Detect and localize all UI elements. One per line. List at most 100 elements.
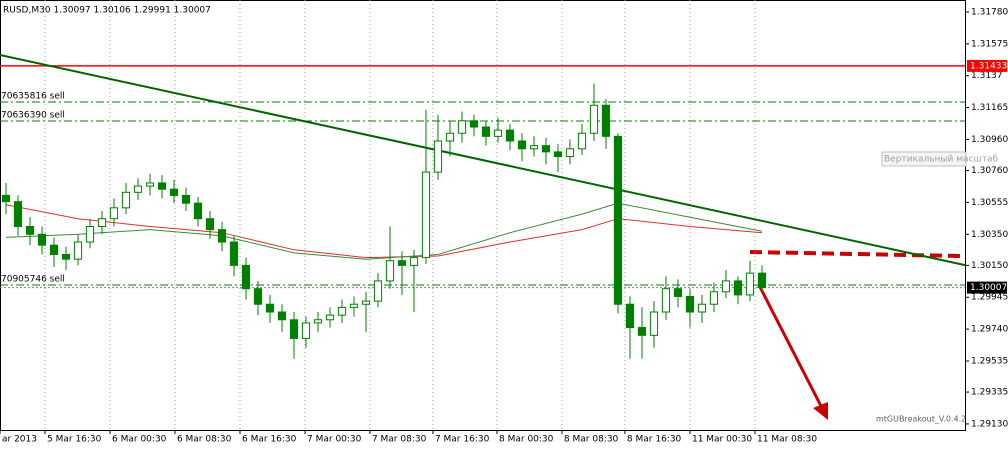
candle-body — [133, 185, 143, 193]
candle-body — [637, 327, 647, 336]
candle-body — [241, 264, 251, 290]
x-tick-label: 7 Mar 16:30 — [435, 435, 490, 445]
y-tick-label: 1.30555 — [971, 198, 1008, 208]
candle-body — [253, 288, 263, 305]
candle-body — [205, 218, 215, 231]
candle-body — [577, 132, 587, 150]
price-tag-label: 1.31433 — [970, 61, 1007, 71]
x-tick-label: 8 Mar 00:30 — [499, 435, 554, 445]
candle-body — [193, 202, 203, 220]
y-tick-label: 1.29130 — [971, 419, 1008, 429]
candle-body — [349, 303, 359, 308]
candle-body — [181, 194, 191, 204]
y-tick-label: 1.29335 — [971, 388, 1008, 398]
x-tick-label: 11 Mar 00:30 — [692, 435, 752, 445]
candle-body — [529, 145, 539, 150]
candle-body — [277, 311, 287, 321]
candle-body — [493, 129, 503, 137]
chart-title: RUSD,M30 1.30097 1.30106 1.29991 1.30007 — [3, 6, 211, 16]
x-tick-label: 6 Mar 00:30 — [112, 435, 167, 445]
y-tick-label: 1.29740 — [971, 325, 1008, 335]
x-tick-label: 8 Mar 16:30 — [627, 435, 682, 445]
candle-body — [469, 120, 479, 128]
level-label: 70635816 sell — [1, 91, 65, 101]
x-tick-label: 7 Mar 00:30 — [307, 435, 362, 445]
y-tick-label: 1.3137 — [971, 71, 1003, 81]
candle-body — [289, 319, 299, 339]
candle-body — [613, 135, 623, 305]
candle-body — [409, 257, 419, 266]
candle-body — [721, 280, 731, 293]
x-tick-label: ar 2013 — [2, 435, 37, 445]
candle-body — [169, 188, 179, 196]
candle-body — [709, 291, 719, 305]
x-tick-label: 7 Mar 08:30 — [372, 435, 427, 445]
candle-body — [541, 145, 551, 153]
candle-body — [685, 295, 695, 313]
y-tick-label: 1.29535 — [971, 356, 1008, 366]
candle-body — [505, 129, 515, 142]
y-tick-label: 1.31575 — [971, 39, 1008, 49]
candle-body — [1, 194, 11, 203]
x-tick-label: 5 Mar 16:30 — [47, 435, 102, 445]
y-tick-label: 1.30960 — [971, 135, 1008, 145]
candle-body — [421, 171, 431, 259]
candle-body — [37, 233, 47, 246]
candle-body — [445, 132, 455, 142]
candle-body — [757, 272, 767, 289]
price-tag-label: 1.30007 — [970, 283, 1007, 293]
candle-body — [373, 280, 383, 302]
candle-body — [25, 226, 35, 235]
candle-body — [85, 226, 95, 243]
candle-body — [49, 244, 59, 255]
candle-body — [61, 253, 71, 260]
x-tick-label: 6 Mar 16:30 — [242, 435, 297, 445]
candle-body — [433, 140, 443, 173]
candle-body — [217, 229, 227, 243]
candle-body — [337, 306, 347, 316]
candle-body — [553, 151, 563, 158]
candle-body — [13, 201, 23, 228]
candle-body — [649, 311, 659, 336]
drawn-arrow — [758, 286, 824, 409]
candle-body — [73, 241, 83, 260]
arrow-head — [813, 402, 828, 420]
candle-body — [325, 314, 335, 321]
price-tag — [967, 59, 1007, 72]
candle-body — [589, 104, 599, 134]
level-label: 70636390 sell — [1, 110, 65, 120]
candle-body — [625, 303, 635, 329]
annotation: mtGUBreakout_V.0.4.2 — [876, 415, 966, 424]
candle-body — [697, 303, 707, 313]
x-tick-label: 6 Mar 08:30 — [177, 435, 232, 445]
candle-body — [121, 191, 131, 209]
candle-body — [733, 280, 743, 296]
y-tick-label: 1.31165 — [971, 103, 1008, 113]
level-label: 70905746 sell — [1, 274, 65, 284]
x-tick-label: 11 Mar 08:30 — [757, 435, 817, 445]
candle-body — [457, 120, 467, 134]
candle-body — [361, 300, 371, 305]
y-tick-label: 1.30150 — [971, 261, 1008, 271]
candle-body — [97, 218, 107, 228]
candle-body — [145, 182, 155, 187]
plot-frame — [0, 0, 966, 431]
y-tick-label: 1.30350 — [971, 230, 1008, 240]
candle-body — [481, 126, 491, 137]
y-tick-label: 1.29945 — [971, 293, 1008, 303]
annotation: Вертикальный масштаб — [884, 155, 998, 165]
candle-body — [517, 140, 527, 150]
x-tick-label: 8 Mar 08:30 — [564, 435, 619, 445]
candle-body — [745, 272, 755, 296]
candle-body — [229, 241, 239, 266]
candle-body — [313, 319, 323, 324]
candle-body — [601, 104, 611, 137]
candle-body — [385, 260, 395, 282]
candle-body — [673, 288, 683, 297]
y-tick-label: 1.30760 — [971, 166, 1008, 176]
candle-body — [565, 148, 575, 158]
candle-body — [109, 207, 119, 220]
y-tick-label: 1.31780 — [971, 7, 1008, 17]
candle-body — [661, 288, 671, 313]
